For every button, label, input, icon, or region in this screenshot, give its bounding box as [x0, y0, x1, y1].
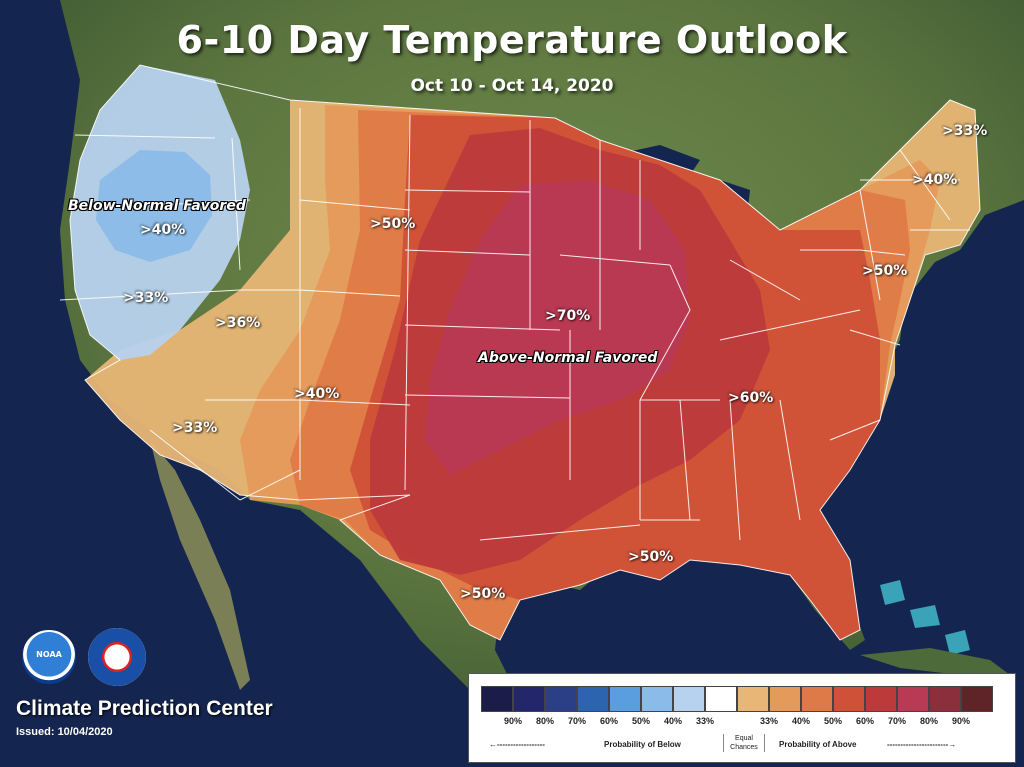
legend-swatch: [609, 686, 641, 712]
below-40-region: [96, 150, 212, 262]
legend-percent-label: 60%: [599, 716, 618, 726]
above-normal-favored-label: Above-Normal Favored: [478, 350, 658, 366]
organization-name: Climate Prediction Center: [16, 697, 273, 720]
legend-percent-label: 90%: [951, 716, 970, 726]
baja-peninsula: [150, 440, 250, 690]
legend-percent-label: 50%: [823, 716, 842, 726]
forecast-dates: Oct 10 - Oct 14, 2020: [410, 76, 614, 96]
legend-percent-label: 80%: [535, 716, 554, 726]
legend-swatch: [641, 686, 673, 712]
cuba: [860, 648, 1010, 675]
prob-label-above-40-ne: >40%: [912, 172, 958, 188]
legend-percent-label: 40%: [791, 716, 810, 726]
legend-swatch: [705, 686, 737, 712]
legend-right-arrow: -----------------------→: [887, 740, 957, 749]
legend-percent-label: 40%: [663, 716, 682, 726]
legend-swatch: [769, 686, 801, 712]
legend-swatch: [513, 686, 545, 712]
legend-percent-label: 60%: [855, 716, 874, 726]
legend-equal-chances: Equal Chances: [723, 734, 765, 752]
legend-percent-label: 50%: [631, 716, 650, 726]
legend-swatch: [833, 686, 865, 712]
legend-swatch: [897, 686, 929, 712]
legend-swatch: [673, 686, 705, 712]
legend-left-arrow: ←------------------: [489, 740, 545, 749]
prob-label-above-36: >36%: [215, 315, 261, 331]
prob-label-above-50-tx: >50%: [460, 586, 506, 602]
prob-label-above-70: >70%: [545, 308, 591, 324]
noaa-logo: NOAA: [22, 630, 76, 684]
legend-percent-label: 70%: [567, 716, 586, 726]
legend-percent-label: 70%: [887, 716, 906, 726]
prob-label-above-50-east: >50%: [862, 263, 908, 279]
prob-label-below-33: >33%: [123, 290, 169, 306]
legend-swatch: [737, 686, 769, 712]
bahamas: [880, 580, 970, 655]
prob-label-above-33-me: >33%: [942, 123, 988, 139]
legend-percent-label: 90%: [503, 716, 522, 726]
map-title: 6-10 Day Temperature Outlook: [176, 18, 848, 62]
legend-swatch: [801, 686, 833, 712]
legend-percent-label: 33%: [759, 716, 778, 726]
below-normal-favored-label: Below-Normal Favored: [68, 198, 246, 214]
probability-legend: 90% 80% 70% 60% 50% 40% 33% 33% 40% 50% 60% 70% 80% 9…: [468, 673, 1016, 763]
prob-label-above-33-sw: >33%: [172, 420, 218, 436]
legend-swatch: [929, 686, 961, 712]
legend-swatch: [961, 686, 993, 712]
prob-label-below-40: >40%: [140, 222, 186, 238]
legend-swatch: [577, 686, 609, 712]
prob-label-above-40: >40%: [294, 386, 340, 402]
noaa-logo-text: NOAA: [36, 650, 62, 659]
state-borders: [59, 64, 981, 641]
issued-date: Issued: 10/04/2020: [16, 726, 113, 738]
prob-label-above-50-north: >50%: [370, 216, 416, 232]
legend-percent-label: 33%: [695, 716, 714, 726]
prob-label-above-50-gulf: >50%: [628, 549, 674, 565]
prob-label-above-60: >60%: [728, 390, 774, 406]
legend-swatch: [865, 686, 897, 712]
legend-swatch: [481, 686, 513, 712]
legend-swatch: [545, 686, 577, 712]
nws-logo: [88, 628, 146, 686]
legend-below-label: Probability of Below: [604, 740, 681, 749]
legend-percent-label: 80%: [919, 716, 938, 726]
legend-above-label: Probability of Above: [779, 740, 857, 749]
